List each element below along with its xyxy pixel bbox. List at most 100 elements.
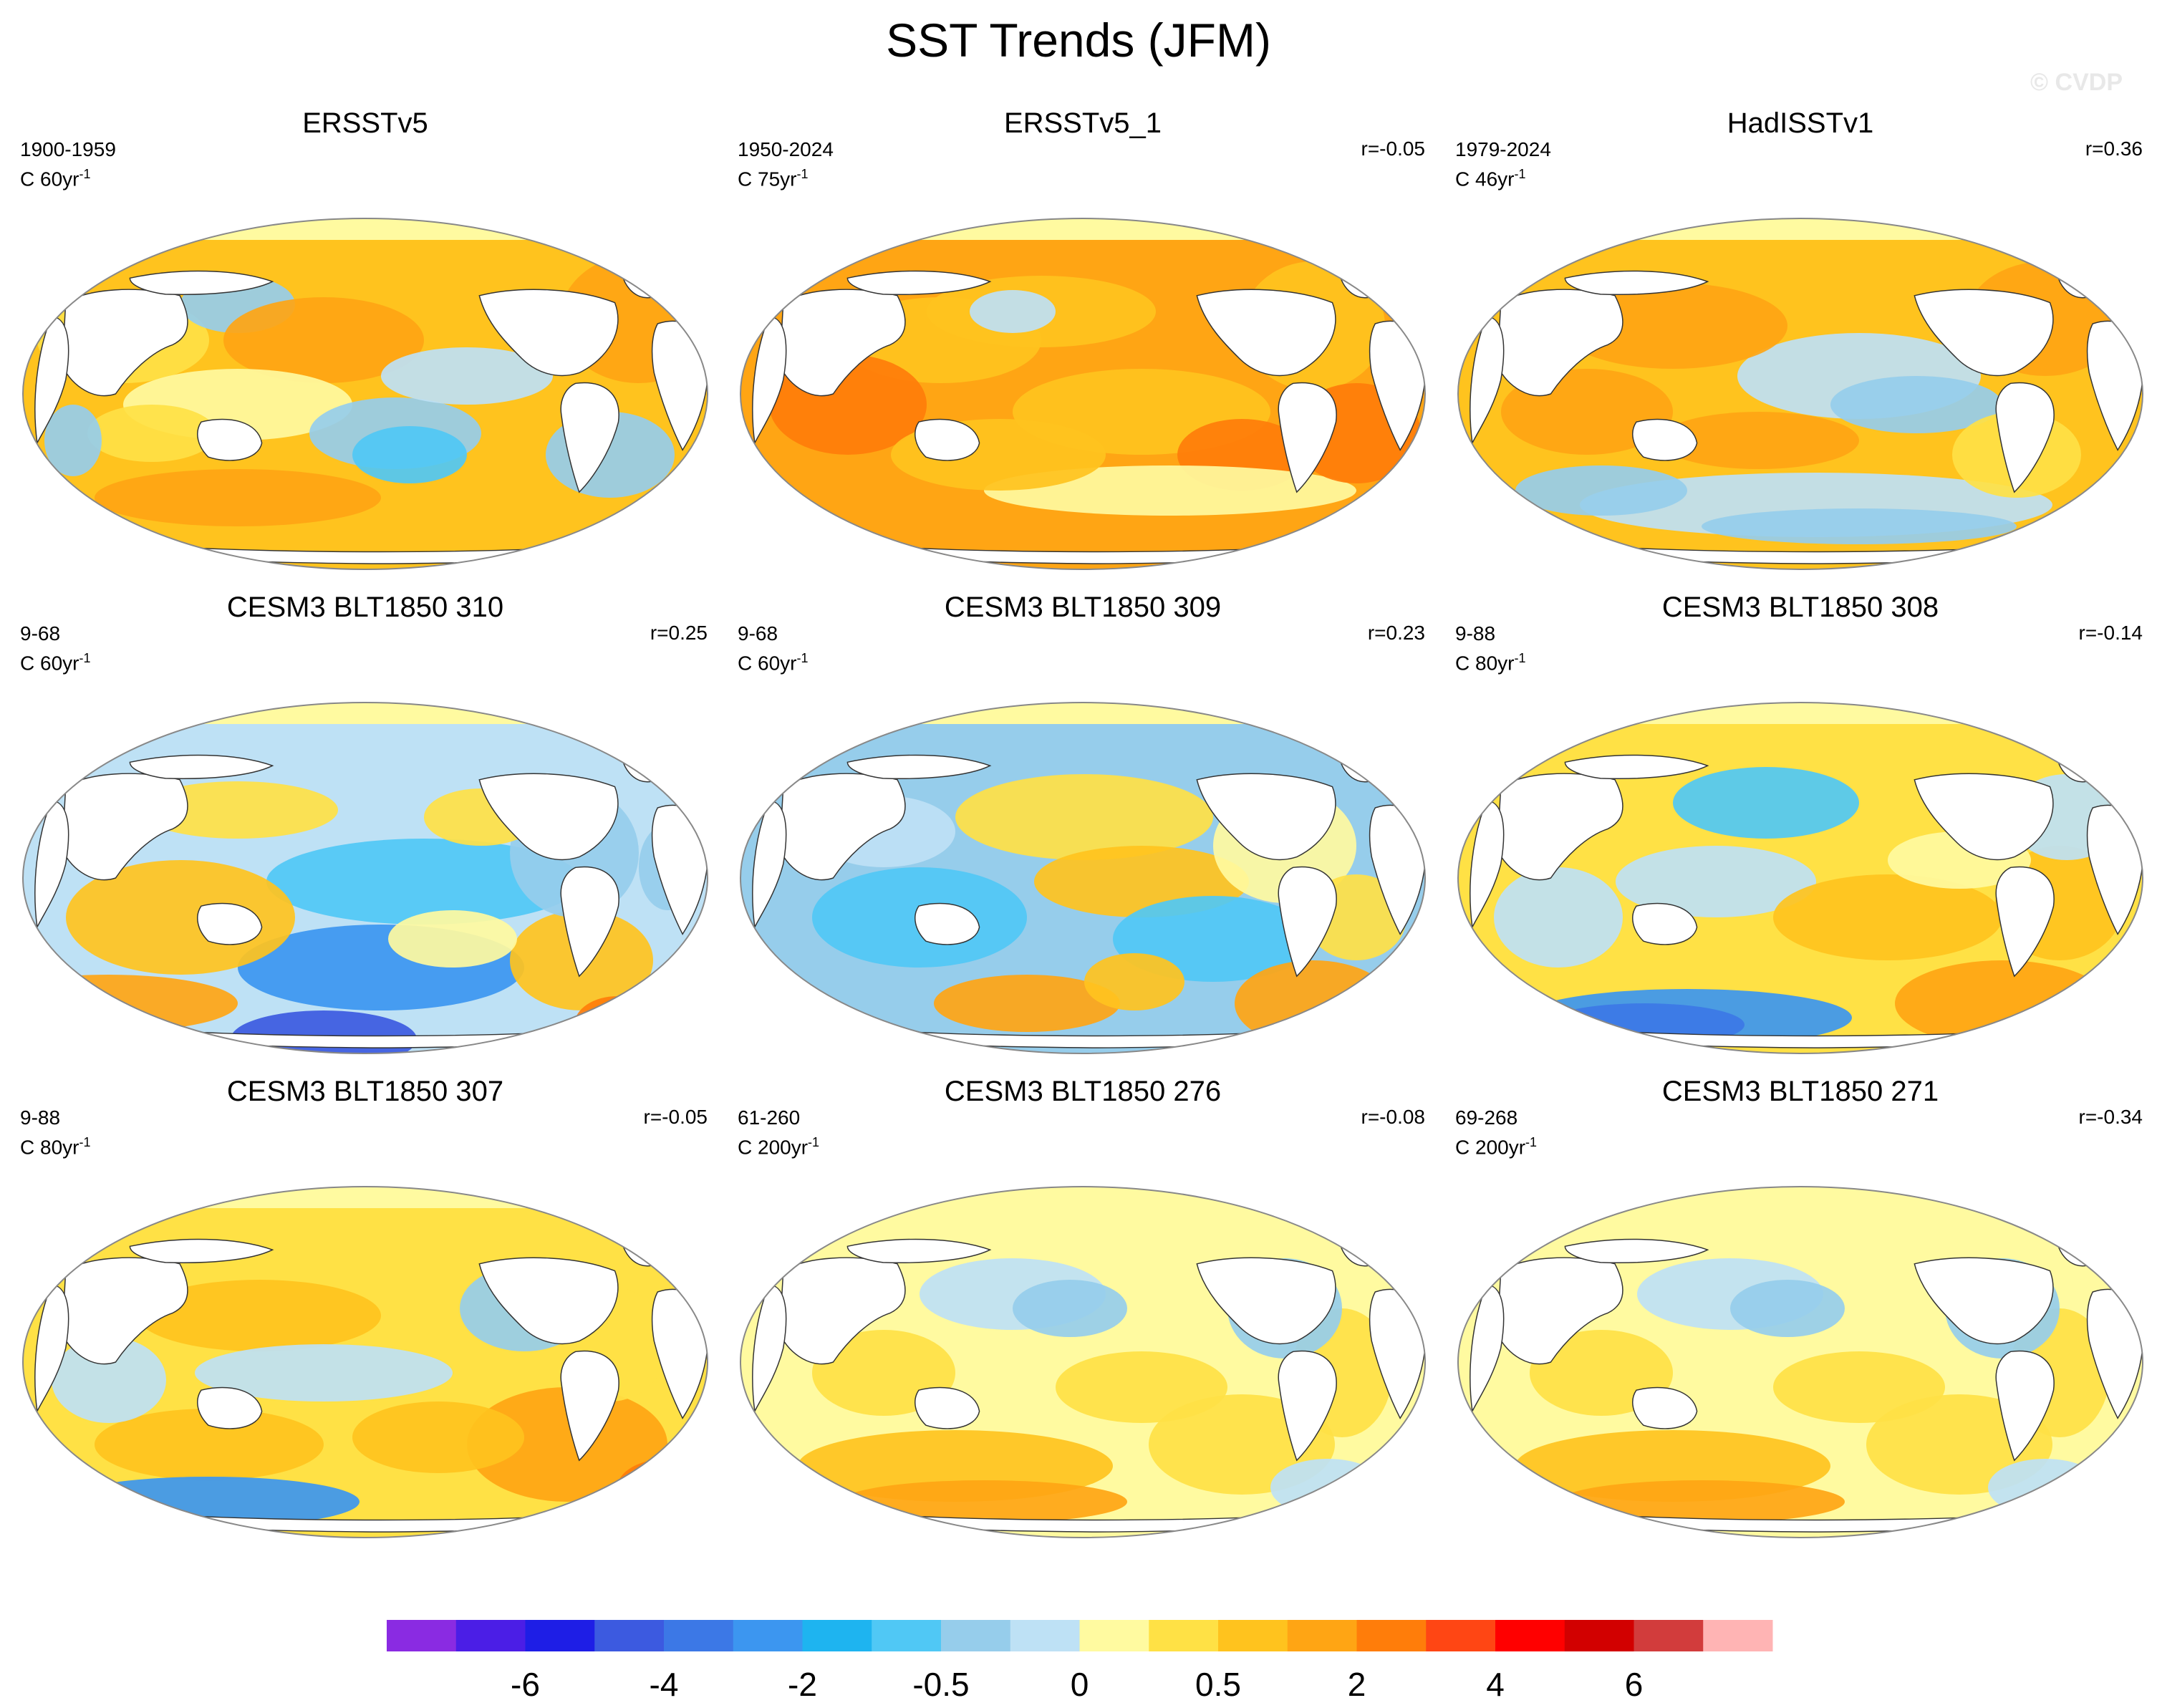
sst-anomaly-region	[95, 469, 381, 526]
panel-period-units: 9-68 C 60yr-1	[20, 622, 90, 675]
map-outline	[740, 702, 1426, 1054]
panel-period: 61-260	[738, 1106, 801, 1129]
panel-period: 9-68	[738, 622, 778, 645]
panel-period-units: 1950-2024 C 75yr-1	[738, 137, 834, 191]
colorbar-swatch	[941, 1620, 1011, 1651]
colorbar-swatch	[1426, 1620, 1496, 1651]
panel-correlation: r=-0.08	[1361, 1106, 1426, 1128]
sst-anomaly-region	[1895, 960, 2110, 1046]
panel-period: 1979-2024	[1455, 138, 1551, 160]
sst-field	[1458, 703, 2143, 1053]
sst-anomaly-region	[223, 297, 424, 383]
land-mass	[915, 902, 980, 945]
colorbar-tick-label: 6	[1625, 1666, 1644, 1703]
colorbar-tick-label: 0	[1071, 1666, 1089, 1703]
sst-anomaly-region	[1988, 1459, 2103, 1516]
colorbar-tick-label: 2	[1348, 1666, 1366, 1703]
sst-field	[1458, 218, 2143, 569]
colorbar-swatch	[1079, 1620, 1149, 1651]
sst-anomaly-region	[970, 290, 1056, 333]
land-mass	[129, 270, 274, 295]
map-panel: ERSSTv5 1900-1959 C 60yr-1	[7, 107, 723, 594]
arctic-band	[23, 218, 708, 240]
land-mass	[1564, 270, 1709, 295]
sst-anomaly-region	[1084, 953, 1184, 1010]
panel-period: 1950-2024	[738, 138, 834, 160]
land-mass	[915, 1386, 980, 1429]
panel-units: C 75yr-1	[738, 167, 809, 190]
panel-correlation: r=-0.05	[1361, 137, 1426, 160]
land-mass	[1278, 1350, 1337, 1462]
land-mass	[1632, 418, 1698, 461]
land-mass	[846, 754, 992, 779]
colorbar-swatch	[1287, 1620, 1357, 1651]
land-mass	[1196, 289, 1336, 377]
panel-title: CESM3 BLT1850 276	[944, 1076, 1222, 1107]
land-mass	[478, 289, 619, 377]
sst-anomaly-region	[1270, 1459, 1385, 1516]
sst-anomaly-region	[195, 1344, 453, 1401]
land-mass	[62, 289, 188, 397]
colorbar-tick-label: -6	[511, 1666, 540, 1703]
land-mass	[752, 1284, 787, 1414]
sst-anomaly-region	[1773, 1351, 1945, 1423]
land-mass	[752, 316, 787, 445]
arctic-band	[740, 703, 1425, 724]
watermark: © CVDP	[2030, 69, 2123, 96]
colorbar-swatch	[1356, 1620, 1427, 1651]
land-mass	[1470, 800, 1505, 930]
map-outline	[1457, 1186, 2143, 1538]
sst-anomaly-region	[137, 781, 338, 839]
sst-field	[23, 1187, 708, 1538]
land-mass	[478, 1257, 619, 1345]
land-mass	[779, 1257, 906, 1365]
panel-period: 69-268	[1455, 1106, 1518, 1129]
panel-title: ERSSTv5_1	[1003, 107, 1162, 139]
land-mass	[1564, 754, 1709, 779]
sst-anomaly-region	[381, 347, 553, 405]
land-mass	[1995, 382, 2055, 493]
colorbar-tick-label: -0.5	[912, 1666, 969, 1703]
map-panel: CESM3 BLT1850 276 61-260 C 200yr-1 r=-0.08	[725, 1076, 1441, 1563]
sst-anomaly-region	[1056, 1351, 1227, 1423]
panel-period: 9-88	[1455, 622, 1496, 645]
land-mass	[846, 270, 992, 295]
land-mass	[129, 754, 274, 779]
colorbar-swatch	[1218, 1620, 1288, 1651]
land-mass	[752, 800, 787, 930]
sst-anomaly-region	[1235, 960, 1392, 1046]
colorbar-tick-label: 0.5	[1195, 1666, 1241, 1703]
land-mass	[846, 1238, 992, 1263]
land-mass	[915, 418, 980, 461]
sst-anomaly-region	[934, 975, 1120, 1032]
sst-field	[23, 703, 708, 1053]
panel-title: CESM3 BLT1850 309	[944, 592, 1222, 623]
colorbar-swatch	[1703, 1620, 1773, 1651]
panel-units: C 46yr-1	[1455, 167, 1526, 190]
panel-period-units: 1979-2024 C 46yr-1	[1455, 137, 1551, 191]
sst-anomaly-region	[841, 1480, 1127, 1523]
panel-period-units: 9-68 C 60yr-1	[738, 622, 808, 675]
map-svg	[740, 218, 1426, 570]
colorbar-swatch	[872, 1620, 942, 1651]
land-mass	[1995, 866, 2055, 978]
sst-anomaly-region	[1702, 508, 2017, 544]
map-svg	[740, 702, 1426, 1054]
arctic-band	[740, 1187, 1425, 1208]
map-svg	[22, 218, 708, 570]
land-mass	[478, 773, 619, 861]
map-panel: CESM3 BLT1850 271 69-268 C 200yr-1 r=-0.34	[1442, 1076, 2157, 1563]
land-mass	[197, 418, 263, 461]
sst-anomaly-region	[1616, 846, 1816, 917]
arctic-band	[1458, 703, 2143, 724]
sst-anomaly-region	[66, 860, 295, 975]
panel-title: ERSSTv5	[302, 107, 428, 139]
sst-anomaly-region	[137, 1280, 381, 1351]
map-outline	[1457, 702, 2143, 1054]
colorbar-swatch	[1495, 1620, 1565, 1651]
map-outline	[22, 702, 708, 1054]
panel-title: CESM3 BLT1850 271	[1661, 1076, 1939, 1107]
land-mass	[1497, 773, 1623, 881]
sst-anomaly-region	[87, 405, 216, 462]
colorbar-swatch	[1010, 1620, 1080, 1651]
